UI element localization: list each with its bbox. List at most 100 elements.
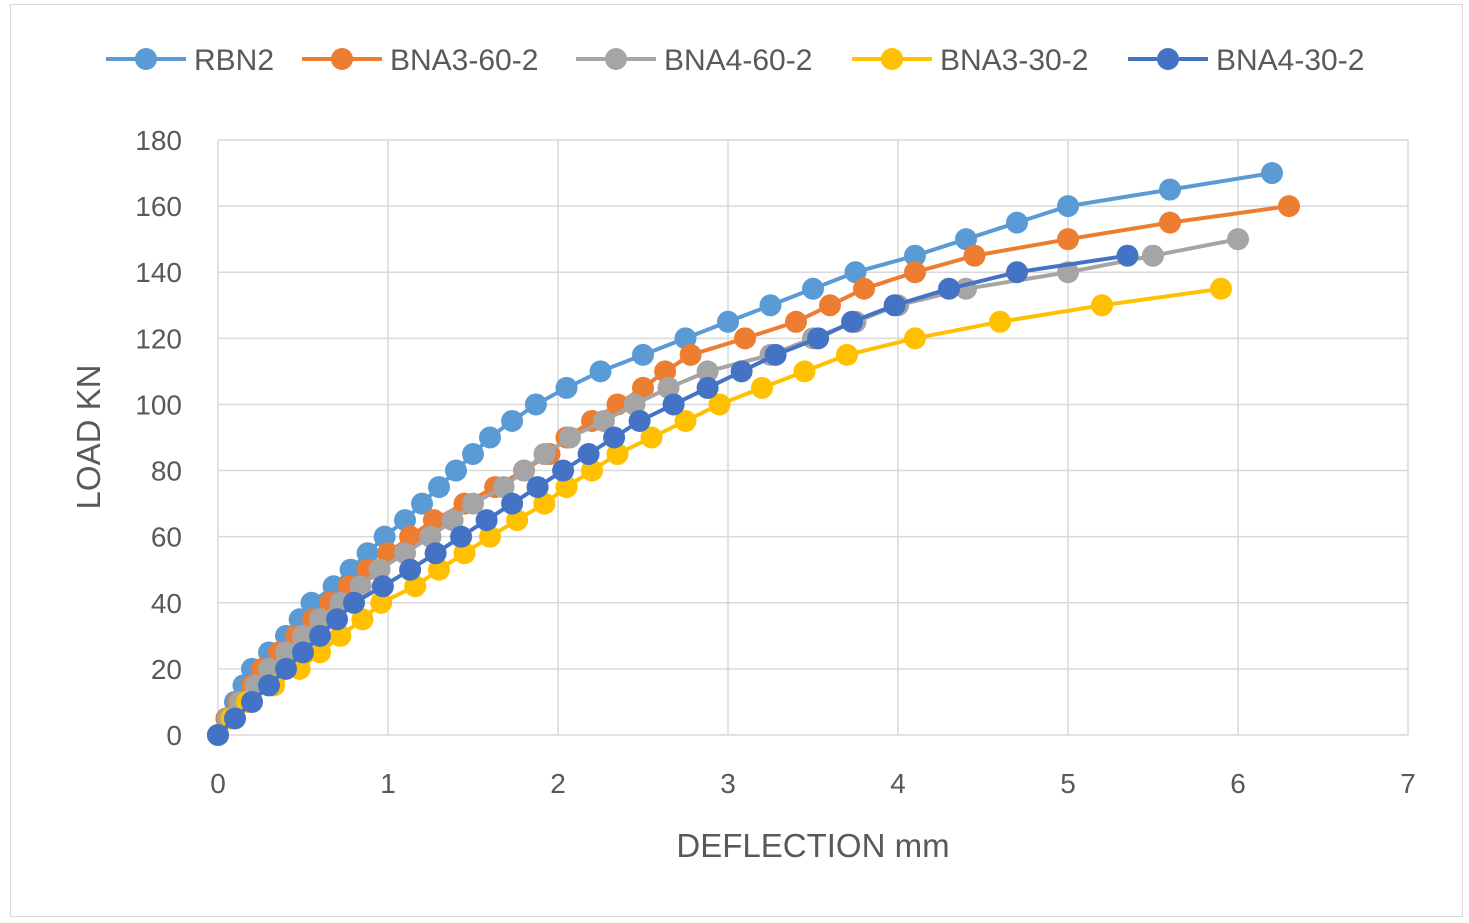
legend-marker	[881, 48, 903, 70]
data-point	[533, 443, 555, 465]
data-point	[760, 294, 782, 316]
data-point	[1117, 245, 1139, 267]
data-point	[1142, 245, 1164, 267]
data-point	[559, 427, 581, 449]
data-point	[1210, 278, 1232, 300]
data-point	[603, 427, 625, 449]
data-point	[989, 311, 1011, 333]
x-tick-label: 1	[380, 768, 396, 799]
data-point	[501, 410, 523, 432]
data-point	[224, 707, 246, 729]
legend-item: BNA3-30-2	[852, 44, 1088, 77]
data-point	[964, 245, 986, 267]
data-point	[751, 377, 773, 399]
y-tick-label: 160	[135, 191, 182, 222]
data-point	[343, 592, 365, 614]
data-point	[884, 294, 906, 316]
y-tick-label: 40	[151, 588, 182, 619]
data-point	[309, 625, 331, 647]
data-point	[428, 476, 450, 498]
data-point	[819, 294, 841, 316]
data-point	[632, 344, 654, 366]
data-point	[578, 443, 600, 465]
data-point	[1057, 195, 1079, 217]
data-point	[241, 691, 263, 713]
data-point	[425, 542, 447, 564]
y-tick-label: 60	[151, 522, 182, 553]
data-point	[1227, 228, 1249, 250]
data-point	[841, 311, 863, 333]
y-tick-label: 120	[135, 323, 182, 354]
x-tick-label: 5	[1060, 768, 1076, 799]
gridlines	[218, 140, 1408, 735]
legend-marker	[605, 48, 627, 70]
y-tick-label: 180	[135, 125, 182, 156]
y-tick-label: 20	[151, 654, 182, 685]
data-point	[326, 608, 348, 630]
data-point	[479, 427, 501, 449]
data-point	[1278, 195, 1300, 217]
y-axis-title: LOAD KN	[70, 365, 107, 510]
data-point	[552, 460, 574, 482]
data-point	[836, 344, 858, 366]
data-point	[1057, 228, 1079, 250]
legend-item: BNA3-60-2	[302, 44, 538, 77]
legend-item: RBN2	[106, 44, 274, 77]
data-point	[629, 410, 651, 432]
x-tick-label: 3	[720, 768, 736, 799]
data-point	[445, 460, 467, 482]
data-point	[802, 278, 824, 300]
data-point	[1261, 162, 1283, 184]
y-tick-label: 100	[135, 389, 182, 420]
y-tick-label: 0	[166, 720, 182, 751]
data-point	[258, 674, 280, 696]
data-point	[292, 641, 314, 663]
data-point	[697, 377, 719, 399]
data-point	[399, 559, 421, 581]
x-tick-label: 2	[550, 768, 566, 799]
data-point	[207, 724, 229, 746]
y-axis-ticks: 0 20 40 60 80 100 120 140 160 180	[135, 125, 182, 751]
legend: RBN2 BNA3-60-2 BNA4-60-2 BNA3-30-2 BNA4-30-2	[106, 44, 1364, 77]
data-point	[590, 360, 612, 382]
x-axis-title: DEFLECTION mm	[676, 827, 949, 864]
data-point	[904, 327, 926, 349]
legend-marker	[135, 48, 157, 70]
legend-label: BNA4-30-2	[1216, 44, 1364, 77]
data-point	[462, 443, 484, 465]
data-point	[904, 261, 926, 283]
data-point	[1159, 212, 1181, 234]
data-point	[556, 377, 578, 399]
data-point	[450, 526, 472, 548]
x-axis-ticks: 0 1 2 3 4 5 6 7	[210, 768, 1416, 799]
series-layer	[207, 162, 1300, 746]
legend-label: BNA3-30-2	[940, 44, 1088, 77]
data-point	[734, 327, 756, 349]
data-point	[1006, 212, 1028, 234]
data-point	[680, 344, 702, 366]
data-point	[1159, 179, 1181, 201]
data-point	[794, 360, 816, 382]
legend-label: BNA3-60-2	[390, 44, 538, 77]
legend-marker	[331, 48, 353, 70]
data-point	[527, 476, 549, 498]
y-tick-label: 80	[151, 456, 182, 487]
data-point	[785, 311, 807, 333]
data-point	[717, 311, 739, 333]
data-point	[275, 658, 297, 680]
legend-marker	[1157, 48, 1179, 70]
legend-label: RBN2	[194, 44, 274, 77]
y-tick-label: 140	[135, 257, 182, 288]
data-point	[501, 493, 523, 515]
legend-item: BNA4-60-2	[576, 44, 812, 77]
data-point	[663, 393, 685, 415]
x-tick-label: 4	[890, 768, 906, 799]
data-point	[731, 360, 753, 382]
series-line	[218, 289, 1221, 735]
data-point	[525, 393, 547, 415]
legend-label: BNA4-60-2	[664, 44, 812, 77]
data-point	[938, 278, 960, 300]
data-point	[1006, 261, 1028, 283]
data-point	[372, 575, 394, 597]
